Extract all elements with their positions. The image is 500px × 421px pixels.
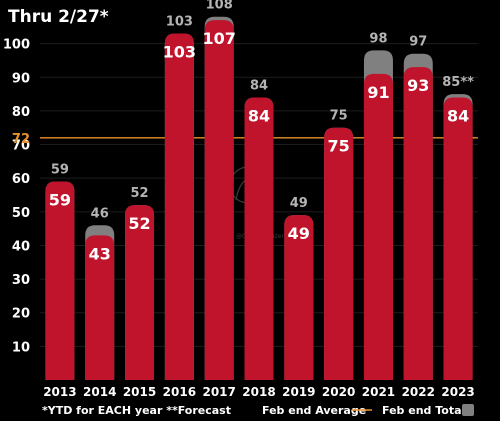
total-value-label: 97 (409, 35, 427, 50)
y-axis: 10 20 30 40 50 60 70 80 90 100 (3, 38, 30, 356)
chart-title: Thru 2/27* (8, 7, 109, 27)
ytd-value-label: 84 (248, 106, 270, 125)
ytd-bar (204, 20, 234, 380)
legend-totals-swatch (462, 404, 474, 416)
ytd-value-label: 75 (328, 137, 350, 156)
ytd-bar (45, 181, 75, 380)
ytd-bar (403, 67, 433, 380)
y-tick-label: 40 (12, 239, 30, 254)
y-tick-label: 30 (12, 273, 30, 288)
legend: *YTD for EACH year **Forecast Feb end Av… (42, 404, 474, 417)
ytd-value-label: 43 (89, 244, 111, 263)
ytd-value-label: 107 (202, 29, 235, 48)
total-value-label: 49 (290, 196, 308, 211)
y-tick-label: 60 (12, 172, 30, 187)
y-tick-label: 80 (12, 105, 30, 120)
x-axis: 2013 2014 2015 2016 2017 2018 2019 2020 2021 2022… (43, 385, 475, 399)
y-tick-label: 100 (3, 38, 30, 53)
y-tick-label: 70 (12, 139, 30, 154)
ytd-bar (363, 73, 393, 380)
footnote: *YTD for EACH year **Forecast (42, 404, 231, 417)
y-tick-label: 10 (12, 340, 30, 355)
ytd-value-label: 91 (367, 83, 389, 102)
x-tick-label: 2020 (322, 385, 355, 399)
ytd-value-label: 59 (49, 191, 71, 210)
y-tick-label: 50 (12, 206, 30, 221)
total-value-label: 98 (369, 31, 387, 46)
ytd-value-label: 93 (407, 76, 429, 95)
legend-totals-label: Feb end Totals (382, 404, 472, 417)
ytd-bar (443, 97, 473, 381)
average-label: 72 (12, 132, 30, 147)
total-value-label: 85** (442, 75, 474, 90)
ytd-bar (324, 127, 354, 381)
total-value-label: 75 (330, 109, 348, 124)
y-tick-label: 90 (12, 71, 30, 86)
total-value-label: 84 (250, 78, 268, 93)
x-tick-label: 2015 (123, 385, 156, 399)
x-tick-label: 2016 (163, 385, 196, 399)
x-tick-label: 2019 (282, 385, 315, 399)
ytd-bar (244, 97, 274, 381)
x-tick-label: 2023 (441, 385, 474, 399)
x-tick-label: 2013 (43, 385, 76, 399)
ytd-value-label: 49 (288, 224, 310, 243)
x-tick-label: 2022 (402, 385, 435, 399)
ytd-bar (284, 215, 314, 380)
ytd-value-label: 84 (447, 106, 469, 125)
x-tick-label: 2014 (83, 385, 116, 399)
y-tick-label: 20 (12, 307, 30, 322)
ytd-bar (85, 235, 115, 380)
total-value-label: 52 (130, 186, 148, 201)
total-value-label: 103 (166, 15, 193, 30)
bars: 59 59 46 43 52 52 103 103 108 107 84 84 49 49 75 75 98 91… (45, 0, 474, 381)
x-tick-label: 2017 (202, 385, 235, 399)
x-tick-label: 2021 (362, 385, 395, 399)
total-value-label: 108 (206, 0, 233, 13)
total-value-label: 59 (51, 163, 69, 178)
ytd-bar (125, 205, 155, 380)
ytd-bar (164, 33, 194, 380)
total-value-label: 46 (91, 206, 109, 221)
ytd-value-label: 52 (128, 214, 150, 233)
legend-average-label: Feb end Average (262, 404, 366, 417)
x-tick-label: 2018 (242, 385, 275, 399)
ytd-value-label: 103 (163, 43, 196, 62)
